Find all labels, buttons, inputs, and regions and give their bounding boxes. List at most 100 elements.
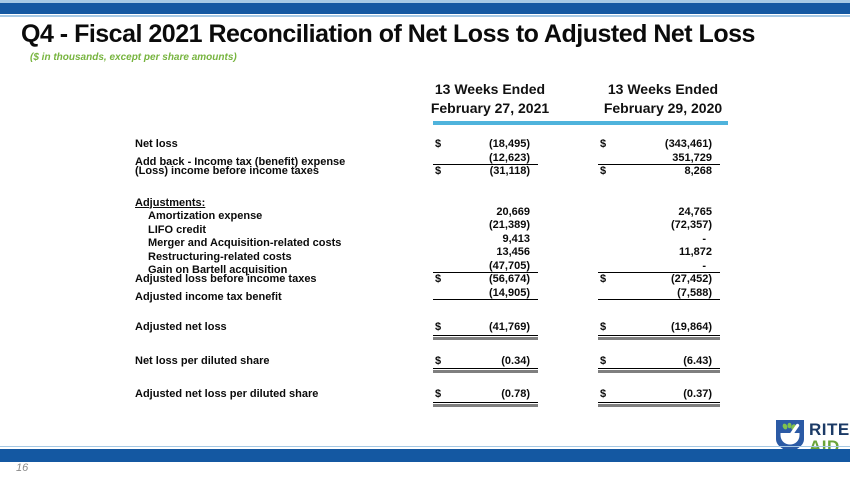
amount-value: (0.34) <box>501 354 530 367</box>
amount-cell-2021: $ (18,495) <box>433 138 538 152</box>
row-label: Add back - Income tax (benefit) expense <box>135 156 346 168</box>
amount-value: (7,588) <box>677 286 712 299</box>
table-row-adjusted-income-tax-benefit: Adjusted income tax benefit (14,905) (7,… <box>135 286 720 303</box>
rite-aid-shield-icon <box>775 419 805 458</box>
top-accent-line <box>0 0 850 3</box>
row-label: Adjusted loss before income taxes <box>135 273 317 285</box>
currency-symbol <box>433 206 435 220</box>
top-bar <box>0 3 850 14</box>
column-header-2021-line2: February 27, 2021 <box>430 99 550 116</box>
amount-cell-2021: $ (56,674) <box>433 273 538 287</box>
row-label: Restructuring-related costs <box>148 250 292 263</box>
amount-value: (47,705) <box>489 259 530 272</box>
amount-value: (0.37) <box>683 388 712 400</box>
amount-cell-2021: 13,456 <box>433 246 538 260</box>
table-row-adjusted-net-loss-per-diluted-share: Adjusted net loss per diluted share $ (0.… <box>135 388 720 406</box>
currency-symbol <box>598 233 600 247</box>
row-label: Net loss <box>135 138 178 150</box>
page-number: 16 <box>16 462 29 474</box>
table-row-net-loss: Net loss $ (18,495) $ (343,461) <box>135 138 720 152</box>
amount-value: 8,268 <box>684 165 712 177</box>
currency-symbol <box>433 260 435 274</box>
amount-cell-2020: $ (0.37) <box>598 388 720 406</box>
currency-symbol: $ <box>600 321 607 333</box>
amount-value: 24,765 <box>678 205 712 218</box>
amount-cell-2021: (12,623) <box>433 152 538 166</box>
amount-value: 13,456 <box>496 246 530 258</box>
reconciliation-table: Net loss $ (18,495) $ (343,461) Add back -… <box>135 138 720 406</box>
amount-cell-2020: 11,872 <box>598 246 720 260</box>
top-accent-underline <box>0 15 850 17</box>
currency-symbol <box>433 287 435 301</box>
page-title: Q4 - Fiscal 2021 Reconciliation of Net L… <box>21 20 755 48</box>
amount-value: - <box>702 232 706 245</box>
amount-value: 11,872 <box>678 246 712 258</box>
amount-cell-2020: 351,729 <box>598 152 720 166</box>
row-label: (Loss) income before income taxes <box>135 165 319 177</box>
amount-cell-2020: - <box>598 260 720 274</box>
amount-value: (14,905) <box>489 286 530 299</box>
amount-cell-2020: $ (343,461) <box>598 138 720 152</box>
currency-symbol: $ <box>435 354 442 367</box>
row-label: Amortization expense <box>148 210 263 222</box>
amount-cell-2020: 24,765 <box>598 206 720 220</box>
currency-symbol <box>598 152 600 166</box>
amount-value: - <box>702 259 706 272</box>
currency-symbol <box>433 233 435 247</box>
currency-symbol: $ <box>435 138 442 150</box>
column-header-2020-line2: February 29, 2020 <box>603 99 723 116</box>
table-row-adjusted-loss-before-taxes: Adjusted loss before income taxes $ (56,6… <box>135 273 720 287</box>
amount-value: (31,118) <box>489 165 530 177</box>
bottom-bar <box>0 449 850 462</box>
currency-symbol: $ <box>600 354 607 367</box>
currency-symbol <box>598 287 600 301</box>
currency-symbol: $ <box>435 273 442 285</box>
amount-cell-2020: $ (27,452) <box>598 273 720 287</box>
amount-value: (0.78) <box>501 388 530 400</box>
header-rule <box>433 121 728 125</box>
amount-value: (27,452) <box>671 273 712 285</box>
currency-symbol: $ <box>600 388 607 400</box>
subtitle-units-note: ($ in thousands, except per share amount… <box>30 52 237 63</box>
section-label-text: Adjustments: <box>135 196 206 209</box>
table-row-net-loss-per-diluted-share: Net loss per diluted share $ (0.34) $ (6.4… <box>135 354 720 373</box>
row-label: Adjusted income tax benefit <box>135 291 282 303</box>
currency-symbol: $ <box>600 165 607 177</box>
amount-cell-2020: (72,357) <box>598 219 720 233</box>
amount-cell-2020: $8,268 <box>598 165 720 179</box>
amount-value: 20,669 <box>496 205 530 218</box>
table-row-restructuring-costs: Restructuring-related costs 13,456 11,87… <box>135 246 720 263</box>
currency-symbol <box>433 246 435 260</box>
table-row-merger-acquisition-costs: Merger and Acquisition-related costs 9,4… <box>135 232 720 250</box>
section-label: Adjustments: <box>135 197 433 211</box>
currency-symbol <box>598 219 600 233</box>
currency-symbol <box>433 152 435 166</box>
row-label: Merger and Acquisition-related costs <box>148 237 342 249</box>
amount-value: (12,623) <box>489 151 530 164</box>
amount-cell-2021: (21,389) <box>433 219 538 233</box>
amount-value: 9,413 <box>502 232 530 245</box>
amount-cell-2020: $ (6.43) <box>598 354 720 373</box>
currency-symbol <box>598 206 600 220</box>
column-header-2020-line1: 13 Weeks Ended <box>607 81 719 97</box>
currency-symbol: $ <box>435 165 442 177</box>
amount-cell-2021: 20,669 <box>433 206 538 220</box>
amount-value: (343,461) <box>664 138 712 150</box>
column-header-2021-line1: 13 Weeks Ended <box>434 81 546 97</box>
amount-value: (21,389) <box>489 219 530 231</box>
table-row-amortization-expense: Amortization expense 20,669 24,765 <box>135 206 720 223</box>
logo-word-rite: RITE <box>809 420 850 440</box>
amount-cell-2021: $ (31,118) <box>433 165 538 179</box>
column-header-2021: 13 Weeks Ended February 27, 2021 <box>410 80 570 118</box>
currency-symbol: $ <box>435 321 442 333</box>
currency-symbol <box>433 219 435 233</box>
amount-cell-2020: - <box>598 233 720 247</box>
amount-cell-2020: $ (19,864) <box>598 321 720 339</box>
currency-symbol: $ <box>435 388 442 400</box>
amount-value: 351,729 <box>672 151 712 164</box>
amount-value: (56,674) <box>489 273 530 285</box>
amount-cell-2021: $ (0.34) <box>433 354 538 373</box>
amount-cell-2021: $ (41,769) <box>433 321 538 339</box>
amount-cell-2021: (47,705) <box>433 260 538 274</box>
currency-symbol: $ <box>600 138 607 150</box>
